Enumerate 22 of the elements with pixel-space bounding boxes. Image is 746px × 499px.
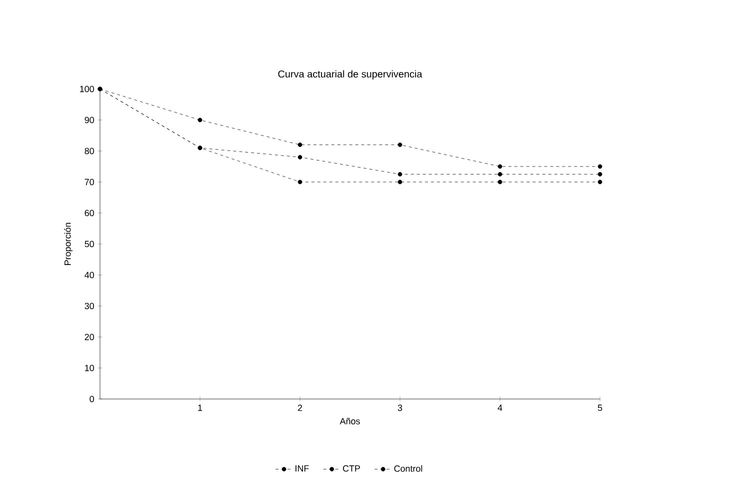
x-axis-title: Años (340, 418, 360, 424)
y-tick-label: 40 (84, 272, 94, 278)
y-tick-label: 100 (80, 86, 94, 92)
x-tick-label: 2 (298, 404, 302, 411)
y-tick-label: 50 (84, 240, 94, 248)
y-tick-label: 0 (90, 396, 94, 402)
y-tick-label: 10 (85, 364, 94, 372)
y-tick-label: 90 (84, 116, 94, 124)
legend-label: CTP (342, 465, 360, 472)
y-tick-label: 80 (84, 148, 94, 154)
y-tick-label: 70 (84, 178, 94, 186)
chart-title: Curva actuarial de supervivencia (278, 70, 422, 80)
y-axis-title: Proporción (64, 222, 73, 265)
x-tick-label: 5 (598, 404, 602, 411)
y-tick-label: 30 (84, 302, 94, 310)
legend-label: INF (296, 465, 309, 472)
y-tick-label: 60 (84, 210, 94, 216)
x-tick-label: 4 (498, 404, 502, 411)
y-tick-label: 20 (84, 334, 94, 340)
legend-label: Control (394, 465, 422, 472)
x-tick-label: 3 (398, 404, 402, 411)
x-tick-label: 1 (198, 404, 202, 411)
